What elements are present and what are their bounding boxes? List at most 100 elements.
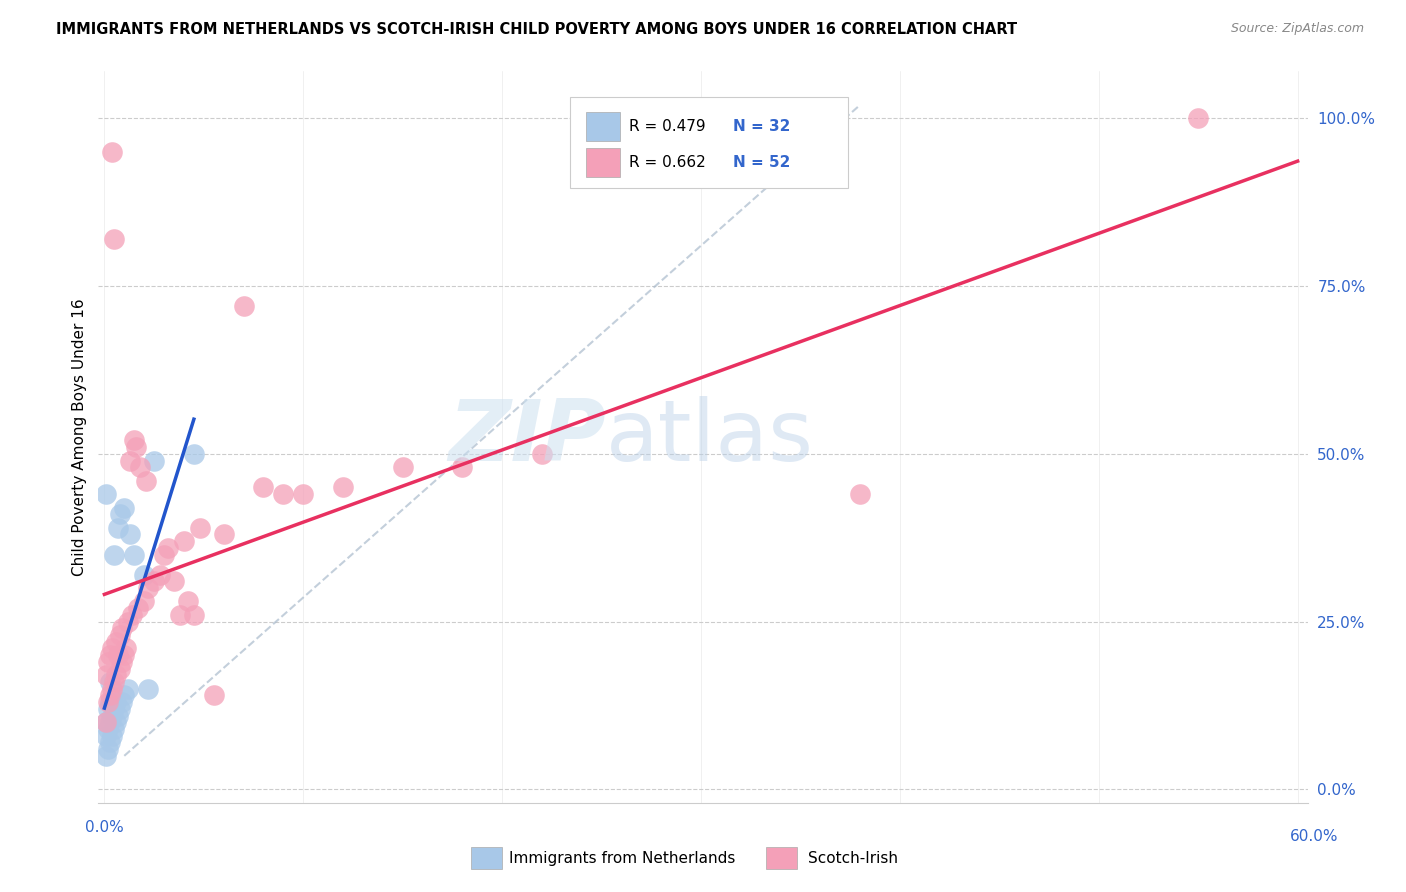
Point xyxy=(105,634,128,648)
Text: IMMIGRANTS FROM NETHERLANDS VS SCOTCH-IRISH CHILD POVERTY AMONG BOYS UNDER 16 CO: IMMIGRANTS FROM NETHERLANDS VS SCOTCH-IR… xyxy=(56,22,1018,37)
Point xyxy=(98,715,121,730)
Point xyxy=(153,548,176,562)
Point xyxy=(136,681,159,696)
Point xyxy=(134,567,156,582)
Bar xyxy=(586,148,620,178)
Point xyxy=(98,735,121,749)
Text: 60.0%: 60.0% xyxy=(1291,830,1339,844)
Point xyxy=(111,695,134,709)
Point xyxy=(105,695,128,709)
Text: 0.0%: 0.0% xyxy=(84,820,124,835)
Point xyxy=(122,434,145,448)
Point xyxy=(112,500,135,515)
Point xyxy=(107,648,129,662)
Point xyxy=(125,440,148,454)
Point xyxy=(98,695,121,709)
Point xyxy=(96,715,118,730)
Point xyxy=(96,748,118,763)
Point xyxy=(98,648,121,662)
Point xyxy=(98,675,121,690)
Point xyxy=(101,681,124,696)
Text: R = 0.662: R = 0.662 xyxy=(630,155,706,170)
Point xyxy=(96,487,118,501)
Point xyxy=(451,460,474,475)
Point xyxy=(111,655,134,669)
Point xyxy=(103,675,125,690)
Point xyxy=(1187,112,1209,126)
Point xyxy=(97,722,120,736)
Point xyxy=(183,607,205,622)
Point xyxy=(232,299,254,313)
Point xyxy=(101,641,124,656)
Point xyxy=(97,702,120,716)
Point xyxy=(115,641,138,656)
Point xyxy=(163,574,186,589)
Point xyxy=(96,668,118,682)
Point xyxy=(149,567,172,582)
Point xyxy=(97,655,120,669)
Text: ZIP: ZIP xyxy=(449,395,606,479)
Point xyxy=(530,447,553,461)
Point xyxy=(96,729,118,743)
Point xyxy=(96,715,118,730)
Point xyxy=(202,689,225,703)
Point xyxy=(127,601,149,615)
Text: Source: ZipAtlas.com: Source: ZipAtlas.com xyxy=(1230,22,1364,36)
Point xyxy=(112,648,135,662)
Point xyxy=(273,487,295,501)
Point xyxy=(169,607,191,622)
Point xyxy=(188,521,211,535)
Point xyxy=(129,460,152,475)
Point xyxy=(101,145,124,159)
Point xyxy=(252,480,274,494)
Point xyxy=(122,548,145,562)
Point xyxy=(183,447,205,461)
Y-axis label: Child Poverty Among Boys Under 16: Child Poverty Among Boys Under 16 xyxy=(72,298,87,576)
Text: N = 52: N = 52 xyxy=(734,155,790,170)
Point xyxy=(103,232,125,246)
Point xyxy=(103,722,125,736)
Point xyxy=(849,487,872,501)
Point xyxy=(332,480,354,494)
Point xyxy=(107,521,129,535)
Point xyxy=(110,662,132,676)
Point xyxy=(103,702,125,716)
Text: atlas: atlas xyxy=(606,395,814,479)
Point xyxy=(103,548,125,562)
Text: Immigrants from Netherlands: Immigrants from Netherlands xyxy=(509,851,735,865)
Point xyxy=(97,695,120,709)
Point xyxy=(111,621,134,635)
Bar xyxy=(586,112,620,141)
Point xyxy=(121,607,143,622)
Point xyxy=(107,708,129,723)
Point xyxy=(135,474,157,488)
Point xyxy=(136,581,159,595)
Text: N = 32: N = 32 xyxy=(734,119,790,134)
Point xyxy=(292,487,315,501)
Point xyxy=(173,534,195,549)
Point xyxy=(105,715,128,730)
Point xyxy=(120,453,142,467)
Point xyxy=(105,668,128,682)
Point xyxy=(110,702,132,716)
Point xyxy=(143,453,166,467)
Point xyxy=(143,574,166,589)
Point xyxy=(212,527,235,541)
Point xyxy=(157,541,180,555)
Point xyxy=(112,689,135,703)
Point xyxy=(110,508,132,522)
Point xyxy=(97,742,120,756)
Point xyxy=(101,729,124,743)
Point xyxy=(101,708,124,723)
Point xyxy=(117,615,139,629)
Text: Scotch-Irish: Scotch-Irish xyxy=(808,851,898,865)
Point xyxy=(391,460,413,475)
Point xyxy=(120,527,142,541)
Point xyxy=(134,594,156,608)
Point xyxy=(117,681,139,696)
Text: R = 0.479: R = 0.479 xyxy=(630,119,706,134)
Point xyxy=(177,594,200,608)
Point xyxy=(98,689,121,703)
FancyBboxPatch shape xyxy=(569,97,848,188)
Point xyxy=(110,628,132,642)
